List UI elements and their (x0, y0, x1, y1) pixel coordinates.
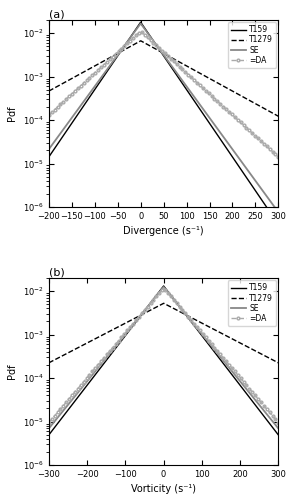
=DA (145, 34, 149, 40)
=DA (272, 150, 276, 156)
=DA (73, 389, 77, 395)
T159 (139, 19, 142, 25)
T1279 (47, 360, 51, 366)
SE (139, 20, 142, 26)
=DA (277, 154, 280, 160)
T1279 (73, 346, 77, 352)
SE (162, 284, 165, 290)
=DA (47, 112, 51, 118)
T1279 (145, 41, 149, 47)
SE (73, 110, 77, 116)
Legend: T159, T1279, SE, =DA: T159, T1279, SE, =DA (228, 280, 276, 326)
=DA (87, 373, 90, 379)
=DA (162, 285, 165, 291)
Line: T159: T159 (49, 286, 278, 435)
=DA (87, 76, 90, 82)
=DA (272, 414, 276, 420)
=DA (47, 420, 51, 426)
T159 (135, 318, 139, 324)
T159 (277, 432, 280, 438)
T159 (87, 380, 90, 386)
T1279 (162, 300, 165, 306)
SE (272, 203, 276, 209)
=DA (247, 386, 251, 392)
=DA (277, 420, 280, 426)
Line: T1279: T1279 (49, 303, 278, 363)
SE (87, 92, 90, 98)
SE (87, 376, 90, 382)
T1279 (247, 98, 251, 103)
T159 (247, 394, 251, 400)
Text: (a): (a) (49, 9, 64, 19)
Legend: T159, T1279, SE, =DA: T159, T1279, SE, =DA (228, 22, 276, 68)
T1279 (135, 314, 139, 320)
T159 (135, 24, 139, 30)
T1279 (247, 344, 251, 350)
Text: (b): (b) (49, 267, 65, 277)
T1279 (87, 66, 90, 72)
SE (145, 29, 149, 35)
SE (145, 304, 148, 310)
Y-axis label: Pdf: Pdf (7, 364, 17, 380)
T1279 (277, 114, 280, 119)
SE (47, 146, 51, 152)
T1279 (277, 360, 280, 366)
T1279 (272, 358, 276, 364)
T159 (47, 154, 51, 160)
SE (47, 426, 51, 432)
SE (272, 420, 276, 426)
SE (277, 426, 280, 432)
Line: =DA: =DA (49, 288, 278, 422)
T1279 (73, 74, 77, 80)
X-axis label: Vorticity (s⁻¹): Vorticity (s⁻¹) (131, 484, 196, 494)
Line: SE: SE (49, 24, 278, 212)
T1279 (87, 339, 90, 345)
T159 (73, 398, 77, 404)
=DA (73, 88, 77, 94)
SE (73, 393, 77, 399)
T159 (162, 283, 165, 289)
T159 (272, 426, 276, 432)
SE (277, 209, 280, 215)
T159 (87, 96, 90, 102)
Y-axis label: Pdf: Pdf (7, 106, 17, 121)
T1279 (47, 88, 51, 94)
T159 (145, 304, 148, 310)
=DA (139, 28, 142, 34)
T159 (247, 178, 251, 184)
Line: T1279: T1279 (49, 41, 278, 117)
T1279 (135, 40, 139, 46)
T1279 (139, 38, 142, 44)
SE (135, 317, 139, 323)
=DA (135, 316, 139, 322)
Line: =DA: =DA (49, 31, 278, 157)
T1279 (145, 309, 148, 315)
SE (247, 390, 251, 396)
X-axis label: Divergence (s⁻¹): Divergence (s⁻¹) (123, 226, 204, 236)
T159 (73, 116, 77, 121)
=DA (135, 32, 139, 38)
SE (247, 170, 251, 175)
Line: T159: T159 (49, 22, 278, 224)
Line: SE: SE (49, 287, 278, 428)
T1279 (272, 111, 276, 117)
=DA (247, 128, 251, 134)
T159 (272, 215, 276, 221)
T159 (47, 432, 51, 438)
SE (135, 26, 139, 32)
=DA (145, 304, 148, 310)
T159 (277, 222, 280, 228)
T159 (145, 28, 149, 34)
